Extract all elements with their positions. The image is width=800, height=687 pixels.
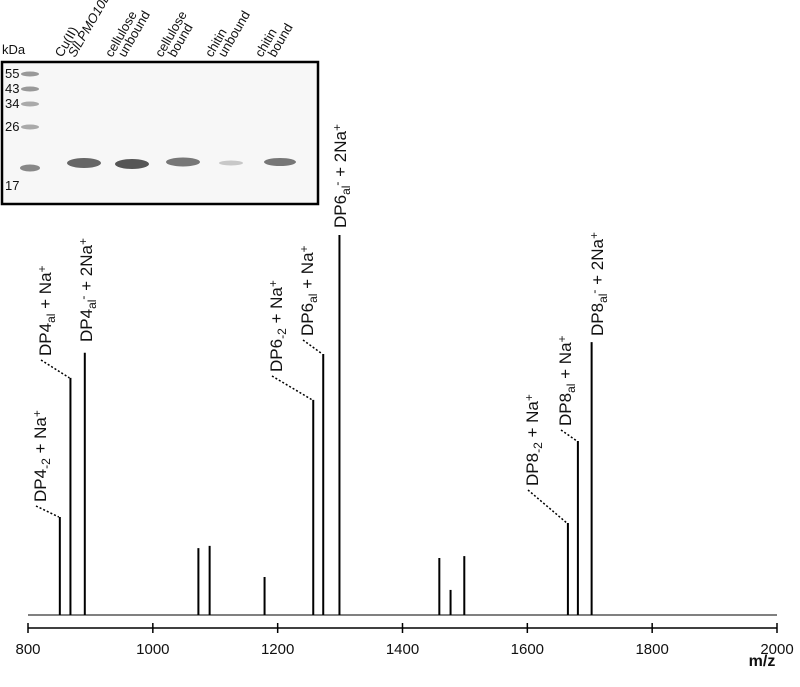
label-part: al	[85, 300, 99, 309]
gel-marker-label: 55	[5, 66, 19, 81]
peak-label: DP8-2 + Na+	[522, 394, 544, 486]
gel-band	[166, 157, 200, 167]
label-part: +	[30, 410, 44, 417]
label-part: +	[330, 124, 344, 131]
x-tick-label: 1600	[511, 641, 544, 658]
label-part: DP4	[31, 469, 50, 502]
label-part: + Na	[523, 401, 542, 443]
leader-line	[35, 505, 60, 518]
label-part: + Na	[556, 342, 575, 384]
peak-label: DP6al + Na+	[297, 245, 319, 336]
peak-label: DP6al- + 2Na+	[330, 124, 352, 228]
label-part: +	[522, 394, 536, 401]
label-part: -2	[531, 442, 545, 453]
x-tick-label: 2000	[760, 641, 793, 658]
label-part: + 2Na	[77, 244, 96, 295]
label-part: + 2Na	[588, 238, 607, 289]
ladder-band	[21, 71, 39, 77]
x-axis-label: m/z	[749, 653, 776, 670]
label-part: +	[297, 245, 311, 252]
gel-band	[219, 160, 243, 166]
label-part: -2	[275, 328, 289, 339]
ladder-band	[21, 124, 39, 130]
label-part: + 2Na	[331, 130, 350, 181]
label-part: + Na	[31, 417, 50, 459]
label-part: + Na	[298, 252, 317, 294]
label-part: DP8	[556, 393, 575, 426]
ladder-band	[21, 101, 39, 107]
gel-frame	[0, 60, 320, 206]
peak-label: DP4-2 + Na+	[30, 410, 52, 502]
label-part: DP8	[523, 453, 542, 486]
leader-line	[527, 489, 568, 524]
label-part: -	[587, 290, 601, 294]
label-part: + Na	[267, 287, 286, 329]
peak-label: DP8al- + 2Na+	[587, 232, 609, 336]
label-part: + Na	[36, 272, 55, 314]
x-tick-label: 1000	[136, 641, 169, 658]
label-part: al	[339, 186, 353, 195]
label-part: DP8	[588, 303, 607, 336]
x-tick-label: 1200	[261, 641, 294, 658]
label-part: DP6	[298, 303, 317, 336]
label-part: +	[76, 238, 90, 245]
gel-marker-label: 17	[5, 178, 19, 193]
label-part: DP6	[267, 339, 286, 372]
gel-unit: kDa	[2, 42, 26, 57]
gel-inset: kDa	[0, 42, 320, 206]
leader-line	[40, 359, 70, 379]
peak-label: DP8al + Na+	[555, 335, 577, 426]
label-part: +	[587, 232, 601, 239]
label-part: DP4	[36, 323, 55, 356]
label-part: al	[596, 294, 610, 303]
x-tick-label: 800	[15, 641, 40, 658]
ladder-band	[21, 86, 39, 92]
peak-label: DP4al + Na+	[35, 265, 57, 356]
label-part: -	[76, 296, 90, 300]
label-part: +	[266, 280, 280, 287]
peak-label: DP6-2 + Na+	[266, 280, 288, 372]
gel-band	[67, 158, 101, 168]
label-part: al	[306, 294, 320, 303]
label-part: al	[564, 384, 578, 393]
label-part: -2	[39, 458, 53, 469]
gel-band	[115, 159, 149, 169]
ladder-band	[20, 164, 40, 172]
label-part: +	[555, 335, 569, 342]
leader-line	[560, 429, 578, 442]
gel-marker-label: 26	[5, 119, 19, 134]
leader-line	[271, 375, 313, 401]
gel-marker-label: 43	[5, 81, 19, 96]
x-tick-label: 1400	[386, 641, 419, 658]
leader-line	[302, 339, 323, 355]
label-part: al	[44, 314, 58, 323]
label-part: -	[330, 182, 344, 186]
label-part: DP6	[331, 195, 350, 228]
gel-band	[264, 158, 296, 166]
gel-marker-label: 34	[5, 96, 19, 111]
x-tick-label: 1800	[635, 641, 668, 658]
label-part: DP4	[77, 309, 96, 342]
label-part: +	[35, 265, 49, 272]
peak-label: DP4al- + 2Na+	[76, 238, 98, 342]
